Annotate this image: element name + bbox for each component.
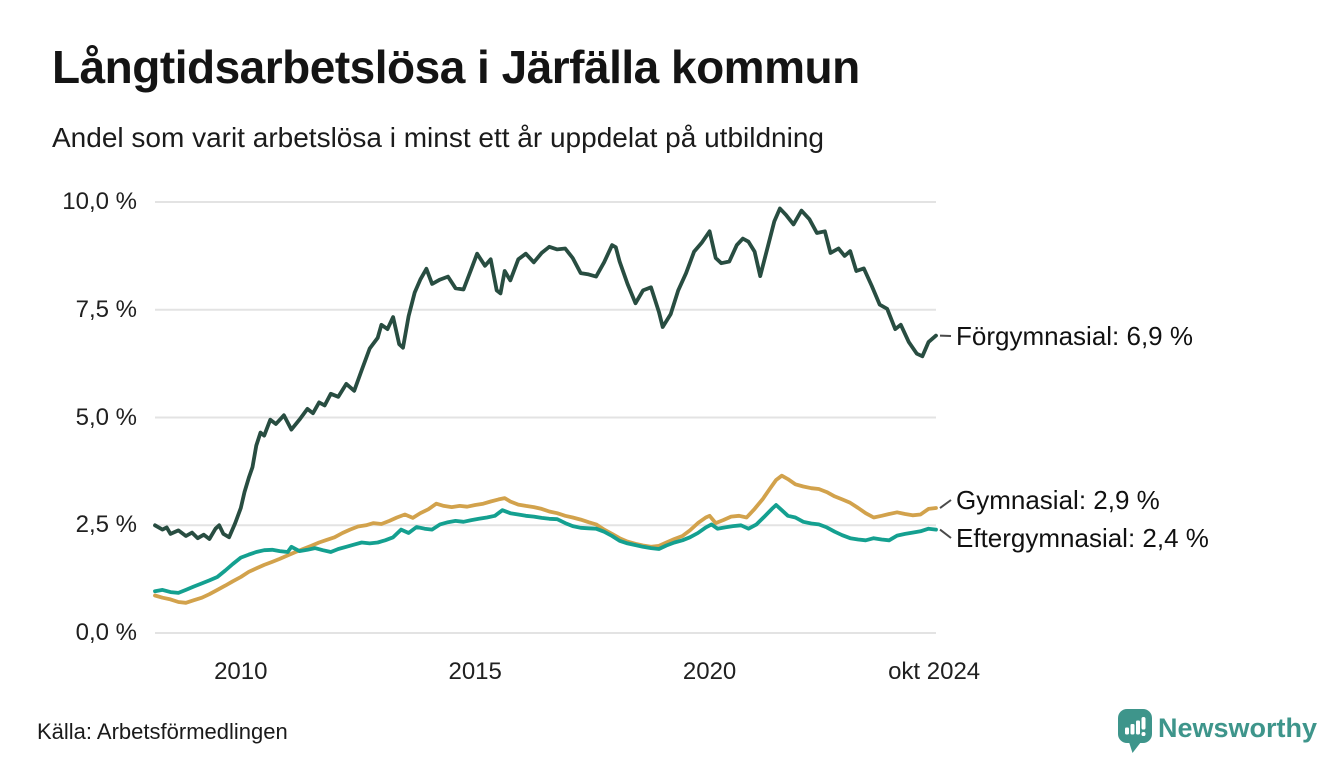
x-tick-label: 2015 bbox=[448, 658, 502, 685]
page-subtitle: Andel som varit arbetslösa i minst ett å… bbox=[52, 122, 824, 153]
x-tick-label: 2020 bbox=[682, 658, 737, 685]
y-tick-label: 10,0 % bbox=[62, 188, 137, 215]
newsworthy-wordmark: Newsworthy bbox=[1158, 713, 1318, 743]
series-end-label-eftergymnasial: Eftergymnasial: 2,4 % bbox=[956, 523, 1209, 553]
series-end-label-gymnasial: Gymnasial: 2,9 % bbox=[956, 485, 1160, 515]
y-tick-label: 5,0 % bbox=[75, 403, 137, 431]
y-tick-label: 0,0 % bbox=[75, 619, 137, 646]
newsworthy-logo: Newsworthy bbox=[1116, 706, 1326, 756]
series-line-gymnasial bbox=[153, 473, 938, 605]
x-tick-label: okt 2024 bbox=[888, 658, 981, 685]
page-title: Långtidsarbetslösa i Järfälla kommun bbox=[52, 41, 860, 93]
series-line-eftergymnasial bbox=[153, 503, 938, 595]
source-note: Källa: Arbetsförmedlingen bbox=[37, 719, 288, 744]
label-connector bbox=[939, 528, 952, 539]
y-tick-label: 7,5 % bbox=[75, 295, 137, 323]
series-line-förgymnasial bbox=[153, 206, 938, 541]
y-tick-label: 2,5 % bbox=[75, 511, 137, 539]
series-end-label-forgymnasial: Förgymnasial: 6,9 % bbox=[956, 321, 1193, 351]
newsworthy-bar-chart-bubble-icon bbox=[1118, 709, 1152, 753]
x-tick-label: 2010 bbox=[214, 658, 268, 685]
label-connector bbox=[939, 499, 952, 509]
